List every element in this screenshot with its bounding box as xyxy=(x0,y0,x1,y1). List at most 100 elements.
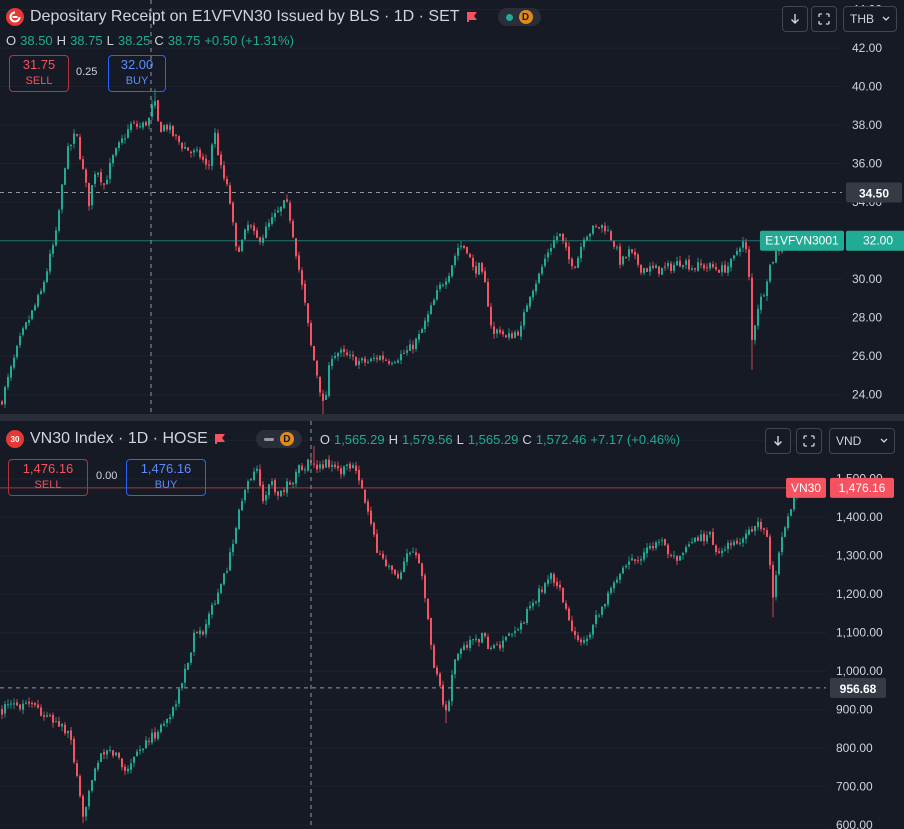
market-status-pill[interactable]: D xyxy=(255,430,302,448)
candle xyxy=(235,221,237,251)
candle xyxy=(16,699,18,706)
arrow-down-icon xyxy=(791,14,799,24)
top-scroll-to-realtime-button[interactable] xyxy=(782,6,808,32)
candle xyxy=(70,144,72,151)
candle xyxy=(589,232,591,242)
sell-price: 31.75 xyxy=(22,57,56,72)
candle xyxy=(118,752,120,760)
bottom-maximize-button[interactable] xyxy=(796,428,822,454)
bottom-chart-pane[interactable]: 1,600.001,500.001,400.001,300.001,200.00… xyxy=(0,421,904,829)
candle xyxy=(103,182,105,190)
candle xyxy=(715,262,717,272)
candle xyxy=(703,263,705,272)
ohlc-close: 38.75 xyxy=(167,33,201,48)
candle xyxy=(316,359,318,379)
bottom-sell-button[interactable]: 1,476.16 SELL xyxy=(8,459,88,496)
candle xyxy=(463,641,465,651)
candle xyxy=(319,460,321,473)
candle xyxy=(322,460,324,470)
candle xyxy=(535,600,537,605)
candle xyxy=(337,351,339,361)
candle xyxy=(532,289,534,301)
candle xyxy=(508,328,510,341)
bottom-scroll-to-realtime-button[interactable] xyxy=(765,428,791,454)
candle xyxy=(10,700,12,709)
pane-divider[interactable] xyxy=(0,414,904,421)
candle xyxy=(649,262,651,276)
candle xyxy=(433,297,435,306)
candle xyxy=(229,182,231,205)
candle xyxy=(610,229,612,242)
candle xyxy=(739,538,741,547)
candle xyxy=(349,461,351,472)
maximize-icon xyxy=(818,13,830,25)
flag-icon[interactable] xyxy=(466,11,478,23)
top-symbol-title[interactable]: Depositary Receipt on E1VFVN30 Issued by… xyxy=(30,8,460,25)
candle xyxy=(688,541,690,548)
vn30-logo-icon[interactable]: 30 xyxy=(6,430,24,448)
top-sell-button[interactable]: 31.75 SELL xyxy=(9,55,69,92)
ohlc-low-key: L xyxy=(456,431,464,447)
top-candlestick-chart[interactable]: 44.0042.0040.0038.0036.0034.0032.0030.00… xyxy=(0,0,904,414)
candle xyxy=(553,572,555,587)
symbol-logo-icon[interactable] xyxy=(6,8,24,26)
candle xyxy=(625,563,627,569)
candle xyxy=(412,547,414,553)
candle xyxy=(235,526,237,545)
candle xyxy=(7,373,9,391)
candle xyxy=(631,554,633,562)
bottom-candlestick-chart[interactable]: 1,600.001,500.001,400.001,300.001,200.00… xyxy=(0,421,904,829)
bottom-buy-button[interactable]: 1,476.16 BUY xyxy=(126,459,206,496)
candle xyxy=(559,233,561,238)
candle xyxy=(175,133,177,140)
candle xyxy=(748,246,750,281)
candle xyxy=(268,218,270,231)
candle xyxy=(478,638,480,647)
chevron-down-icon xyxy=(882,16,890,21)
market-status-pill[interactable]: D xyxy=(497,8,541,26)
candle xyxy=(118,140,120,152)
candle xyxy=(274,477,276,496)
flag-icon[interactable] xyxy=(214,433,226,445)
price-axis-label: 28.00 xyxy=(852,311,882,325)
candle xyxy=(172,705,174,719)
candle xyxy=(145,736,147,749)
crosshair-price-label: 956.68 xyxy=(830,677,886,698)
candle xyxy=(511,633,513,638)
candle xyxy=(556,232,558,244)
candle xyxy=(598,227,600,230)
candle xyxy=(460,647,462,659)
candle xyxy=(772,561,774,618)
candle xyxy=(541,586,543,594)
candle xyxy=(121,758,123,771)
top-chart-pane[interactable]: 44.0042.0040.0038.0036.0034.0032.0030.00… xyxy=(0,0,904,414)
data-delay-badge: D xyxy=(279,432,294,446)
candle xyxy=(469,252,471,258)
candle xyxy=(97,760,99,772)
bottom-currency-select[interactable]: VND xyxy=(829,428,895,454)
candle xyxy=(598,613,600,618)
candle xyxy=(493,643,495,649)
candle xyxy=(667,543,669,559)
top-maximize-button[interactable] xyxy=(811,6,837,32)
candle xyxy=(64,167,66,186)
candle xyxy=(343,345,345,357)
candle xyxy=(574,626,576,640)
candle xyxy=(217,588,219,605)
bottom-symbol-title[interactable]: VN30 Index · 1D · HOSE xyxy=(30,430,208,447)
candle xyxy=(229,547,231,572)
top-buy-button[interactable]: 32.00 BUY xyxy=(108,55,166,92)
candle xyxy=(181,682,183,691)
candle xyxy=(616,576,618,584)
candle xyxy=(733,254,735,261)
candles xyxy=(1,88,786,414)
candle xyxy=(514,626,516,637)
price-axis-label: 600.00 xyxy=(836,818,873,829)
candle xyxy=(460,241,462,251)
candle xyxy=(688,255,690,272)
candle xyxy=(34,702,36,708)
candle xyxy=(640,264,642,276)
top-currency-select[interactable]: THB xyxy=(843,6,897,32)
candle xyxy=(568,241,570,265)
